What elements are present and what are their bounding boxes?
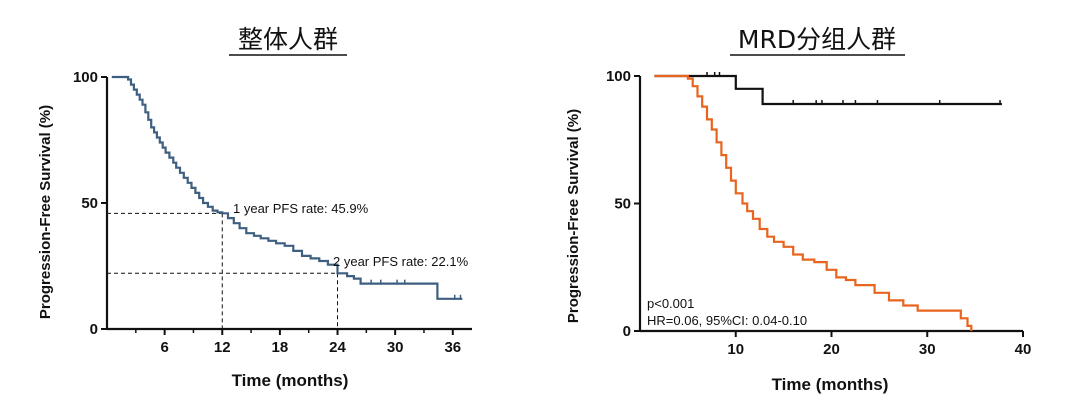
overall-reference-lines [107, 212, 339, 329]
overall-curves [111, 75, 463, 300]
mrd-x-tick-label: 10 [727, 341, 744, 358]
mrd-x-tick-label: 40 [1015, 341, 1032, 358]
mrd-curve-0 [654, 74, 1002, 106]
overall-x-tick-label: 6 [160, 339, 168, 356]
mrd-x-tick-label: 30 [919, 341, 936, 358]
overall-km-panel: 整体人群 Progression-Free Survival (%) Time … [37, 25, 472, 390]
overall-1yr-annotation: 1 year PFS rate: 45.9% [233, 201, 369, 216]
mrd-y-tick-label: 0 [623, 323, 631, 340]
mrd-y-axis-label: Progression-Free Survival (%) [565, 109, 582, 323]
overall-x-tick-label: 12 [214, 339, 231, 356]
mrd-hr-annotation: HR=0.06, 95%CI: 0.04-0.10 [647, 313, 807, 328]
mrd-y-tick-label: 50 [614, 196, 631, 213]
overall-y-tick-label: 100 [73, 69, 98, 86]
overall-x-tick-label: 30 [387, 339, 404, 356]
mrd-axes: 0 50 100 10 20 30 40 [606, 68, 1031, 358]
mrd-chart-title: MRD分组人群 [738, 25, 896, 54]
overall-y-tick-label: 0 [90, 321, 98, 338]
mrd-x-tick-label: 20 [823, 341, 840, 358]
mrd-y-tick-label: 100 [606, 68, 631, 85]
overall-x-axis-label: Time (months) [232, 371, 349, 390]
mrd-km-panel: MRD分组人群 Progression-Free Survival (%) Ti… [565, 25, 1031, 394]
overall-x-tick-label: 18 [272, 339, 289, 356]
mrd-curve-1 [654, 74, 973, 331]
overall-2yr-annotation: 2 year PFS rate: 22.1% [333, 254, 469, 269]
overall-y-axis-label: Progression-Free Survival (%) [37, 105, 54, 319]
overall-x-tick-label: 24 [329, 339, 346, 356]
mrd-curves [654, 72, 1002, 331]
overall-x-tick-label: 36 [444, 339, 461, 356]
mrd-x-axis-label: Time (months) [772, 375, 889, 394]
overall-axes: 0 50 100 6 12 18 24 30 36 [73, 69, 472, 356]
overall-chart-title: 整体人群 [238, 25, 338, 54]
overall-y-tick-label: 50 [81, 195, 98, 212]
mrd-p-value-annotation: p<0.001 [647, 296, 694, 311]
overall-curve-0 [111, 75, 463, 300]
